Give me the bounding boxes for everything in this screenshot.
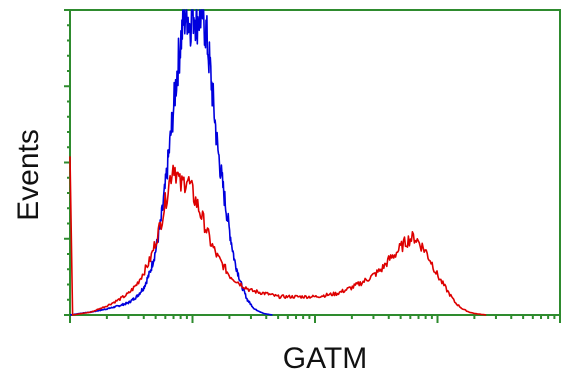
y-axis-label: Events bbox=[12, 129, 45, 221]
series-layer bbox=[69, 9, 487, 316]
plot-frame bbox=[69, 9, 561, 316]
axis-ticks bbox=[64, 9, 561, 323]
series-2-line bbox=[69, 156, 487, 316]
series-1-line bbox=[69, 9, 273, 316]
x-axis-label: GATM bbox=[283, 342, 367, 375]
